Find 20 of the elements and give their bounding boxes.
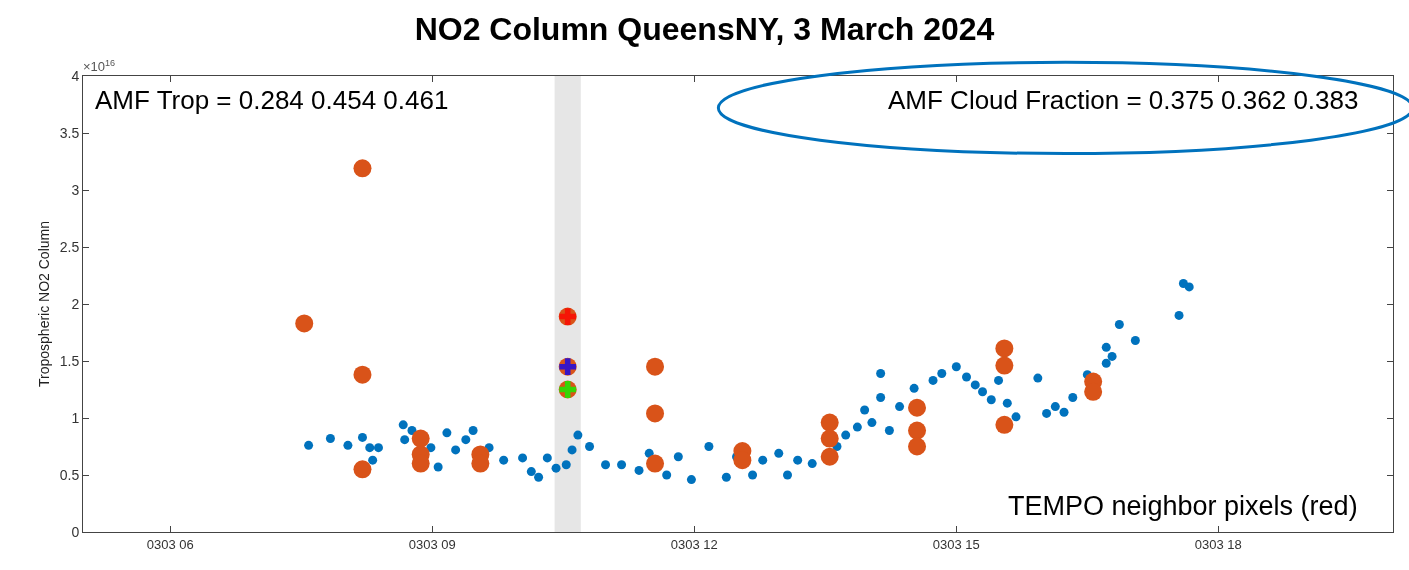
annotation: AMF Trop = 0.284 0.454 0.461: [95, 85, 449, 115]
x-tick-label: 0303 09: [408, 536, 456, 552]
y-tick-label: 1: [71, 409, 80, 426]
y-axis-title: Tropospheric NO2 Column: [36, 221, 53, 387]
x-tick-label: 0303 06: [146, 536, 194, 552]
y-tick-label: 3.5: [59, 124, 80, 141]
x-tick-label: 0303 12: [670, 536, 718, 552]
y-tick-label: 1.5: [59, 352, 80, 369]
text: ×10$^{16}$: [83, 58, 116, 75]
y-tick-label: 3: [71, 181, 80, 198]
x-tick-label: 0303 15: [932, 536, 980, 552]
x-tick-label: 0303 18: [1194, 536, 1242, 552]
y-tick-label: 0.5: [59, 466, 80, 483]
annotation: AMF Cloud Fraction = 0.375 0.362 0.383: [888, 85, 1359, 115]
chart-title: NO2 Column QueensNY, 3 March 2024: [414, 10, 995, 47]
annotation: TEMPO neighbor pixels (red): [1008, 491, 1358, 521]
y-tick-label: 2.5: [59, 238, 80, 255]
y-tick-label: 4: [71, 67, 80, 84]
y-tick-label: 2: [71, 295, 80, 312]
y-tick-label: 0: [71, 523, 80, 540]
